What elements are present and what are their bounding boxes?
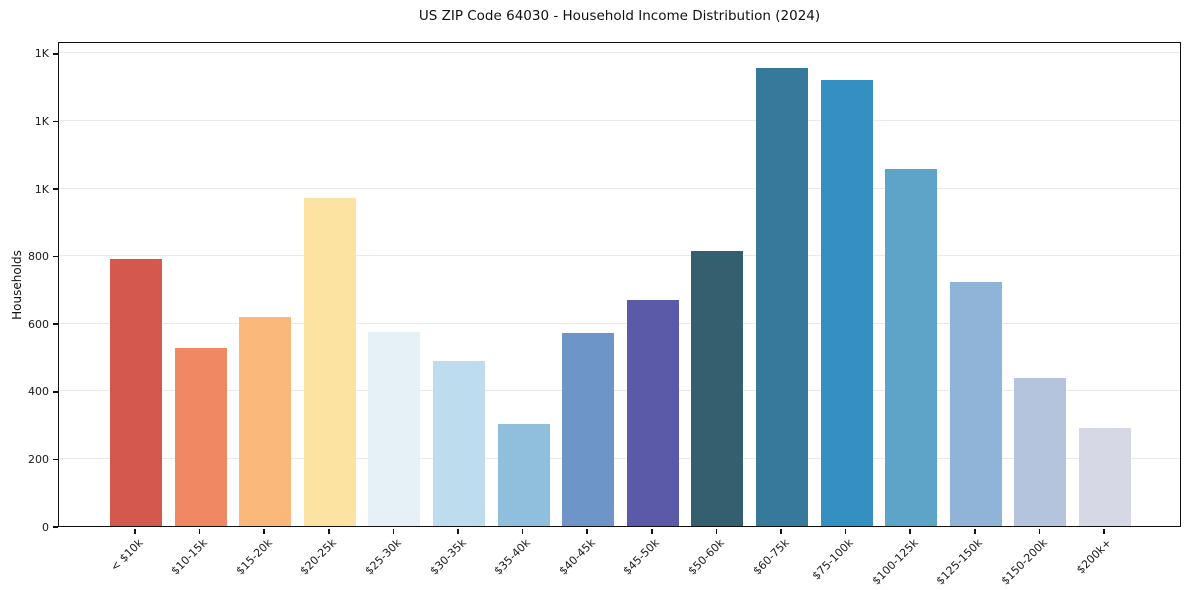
y-tick-label: 800 (28, 250, 49, 264)
x-tick-mark (521, 528, 524, 534)
x-tick-mark (1103, 528, 1105, 534)
x-tick-label: $125-150k (934, 536, 986, 588)
x-tick-label: $45-50k (621, 536, 663, 578)
y-tick-mark (53, 120, 58, 123)
x-tick-mark (715, 528, 718, 534)
x-tick-mark (134, 528, 136, 534)
bar (626, 299, 679, 526)
x-tick-mark (651, 528, 653, 534)
bar (885, 168, 938, 526)
x-tick-mark (780, 528, 782, 534)
x-tick-mark (1038, 528, 1041, 534)
x-tick-label: $10-15k (168, 536, 211, 578)
bar (949, 281, 1002, 526)
x-tick-mark (392, 528, 395, 534)
bar (1079, 428, 1131, 526)
gridline (59, 457, 1180, 459)
x-tick-label: $30-35k (427, 536, 469, 578)
x-tick-label: $40-45k (556, 536, 598, 578)
x-tick-label: $200k+ (1074, 536, 1115, 577)
plot-area (58, 42, 1181, 527)
y-tick-label: 400 (28, 385, 49, 399)
gridline (59, 52, 1180, 54)
y-tick-mark (53, 323, 58, 325)
x-tick-label: < $10k (107, 536, 146, 574)
x-tick-label: $100-125k (869, 536, 921, 588)
bar (368, 332, 421, 526)
y-tick-label: 600 (28, 317, 49, 331)
y-tick-label: 1K (34, 47, 49, 61)
y-tick-label: 1K (34, 182, 49, 196)
x-tick-label: $150-200k (998, 536, 1050, 588)
bar (1014, 377, 1067, 526)
bar (303, 198, 356, 526)
x-tick-mark (909, 528, 911, 534)
bar (497, 423, 550, 526)
x-tick-label: $20-25k (298, 536, 340, 578)
x-tick-mark (586, 528, 588, 534)
y-tick-label: 1K (34, 114, 49, 128)
bar (239, 317, 292, 526)
x-tick-label: $25-30k (362, 536, 404, 578)
chart-title: US ZIP Code 64030 - Household Income Dis… (418, 8, 821, 24)
gridline (59, 390, 1180, 392)
x-tick-mark (457, 528, 459, 534)
bar (174, 348, 227, 526)
gridline (59, 322, 1180, 324)
x-tick-mark (328, 528, 330, 534)
y-tick-mark (53, 53, 58, 55)
y-tick-label: 200 (28, 452, 49, 466)
y-tick-mark (53, 255, 58, 258)
y-tick-mark (53, 391, 58, 393)
x-tick-label: $75-100k (809, 536, 857, 583)
gridline (59, 187, 1180, 189)
bar (820, 79, 873, 526)
y-tick-mark (53, 188, 58, 190)
x-tick-mark (198, 528, 201, 534)
x-tick-label: $50-60k (685, 536, 727, 578)
gridline (59, 255, 1180, 257)
y-tick-mark (53, 526, 58, 528)
x-tick-mark (974, 528, 976, 534)
gridline (59, 119, 1180, 121)
x-tick-mark (263, 528, 265, 534)
bar (433, 360, 485, 526)
y-tick-label: 0 (42, 520, 49, 534)
bar (691, 250, 744, 526)
bar (756, 68, 808, 526)
bar (562, 332, 615, 526)
x-tick-label: $60-75k (750, 536, 792, 578)
x-tick-label: $15-20k (233, 536, 275, 578)
x-tick-label: $35-40k (491, 536, 534, 578)
bar (110, 259, 162, 526)
x-tick-mark (844, 528, 847, 534)
y-tick-mark (53, 458, 58, 461)
